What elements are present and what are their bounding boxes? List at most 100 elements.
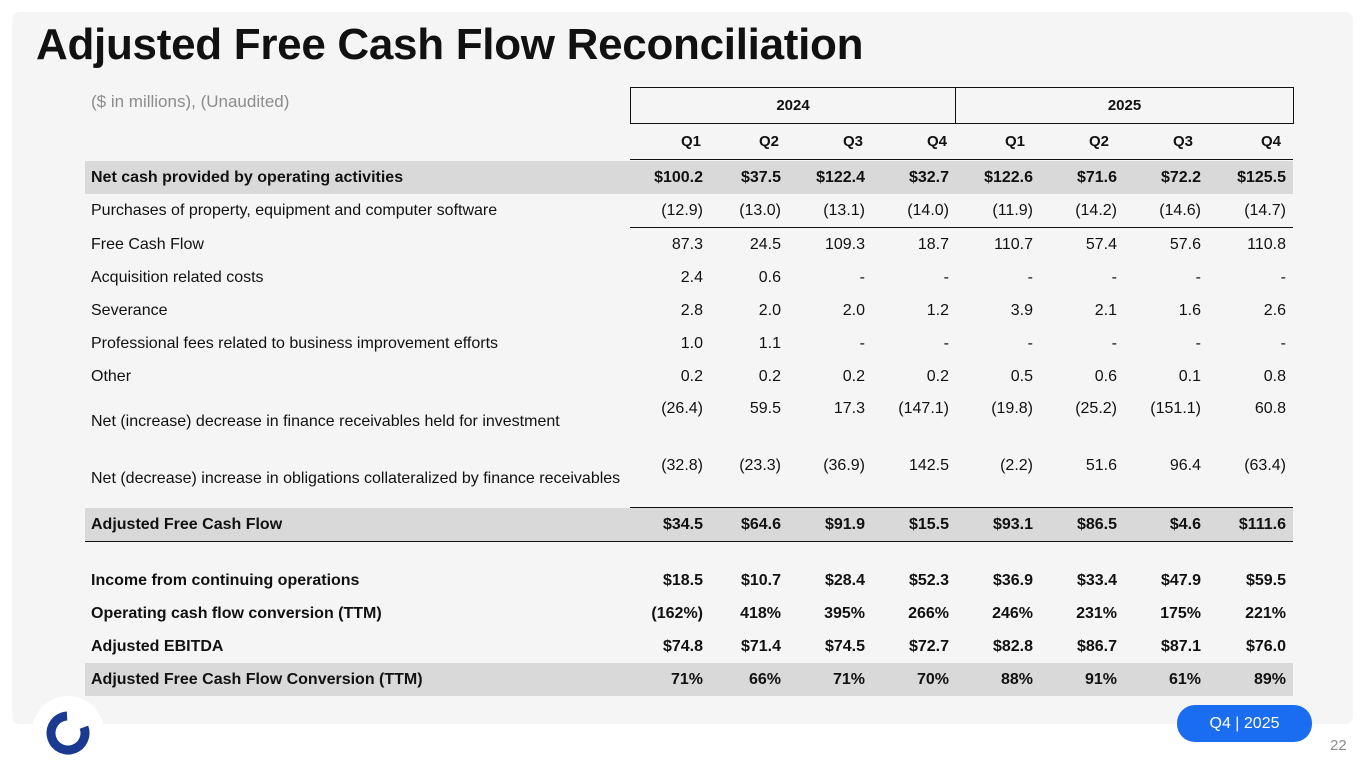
- row-value: (13.1): [788, 194, 872, 228]
- row-value: 3.9: [1010, 302, 1033, 319]
- row-label: Acquisition related costs: [91, 269, 264, 286]
- row-value: $71.4: [740, 638, 781, 655]
- row-value: 266%: [908, 605, 949, 622]
- row-value: 88%: [956, 663, 1040, 696]
- units-note: ($ in millions), (Unaudited): [91, 92, 290, 111]
- quarter-header: Q1: [680, 133, 701, 150]
- period-badge: Q4 | 2025: [1177, 705, 1312, 742]
- quarter-header: Q3: [1172, 133, 1193, 150]
- row-value: (14.2): [1040, 194, 1124, 228]
- row-label: Free Cash Flow: [91, 235, 204, 253]
- row-label: Purchases of property, equipment and com…: [91, 202, 498, 220]
- quarter-header: Q1: [1004, 133, 1025, 150]
- row-value: $86.5: [1040, 507, 1124, 542]
- row-value: (23.3): [710, 450, 788, 508]
- quarter-header: Q2: [1088, 133, 1109, 150]
- row-value: 59.5: [749, 400, 781, 417]
- row-value: 17.3: [833, 400, 865, 417]
- row-value: -: [859, 269, 865, 286]
- row-value: 18.7: [917, 236, 949, 253]
- row-value: $15.5: [872, 507, 956, 542]
- row-value: $87.1: [1160, 638, 1201, 655]
- row-value: (14.7): [1208, 194, 1293, 228]
- row-value: $72.2: [1124, 161, 1208, 194]
- row-value: 1.6: [1178, 302, 1201, 319]
- row-value: 91%: [1040, 663, 1124, 696]
- row-value: 1.0: [680, 335, 703, 352]
- table-row-adjusted-free-cash-flow: Adjusted Free Cash Flow $34.5 $64.6 $91.…: [85, 507, 1293, 542]
- table-row-free-cash-flow: Free Cash Flow 87.3 24.5 109.3 18.7 110.…: [85, 228, 1293, 262]
- row-value: (14.6): [1124, 194, 1208, 228]
- row-value: -: [1280, 335, 1286, 352]
- row-value: $122.6: [956, 161, 1040, 194]
- table-row-professional-fees: Professional fees related to business im…: [85, 327, 1293, 360]
- row-label: Operating cash flow conversion (TTM): [91, 605, 382, 622]
- table-row-net-cash-operating: Net cash provided by operating activitie…: [85, 161, 1293, 194]
- row-value: (32.8): [630, 450, 710, 508]
- row-label: Severance: [91, 302, 168, 319]
- row-value: $36.9: [992, 572, 1033, 589]
- row-value: 0.8: [1263, 368, 1286, 385]
- row-value: (36.9): [788, 450, 872, 508]
- row-value: (12.9): [630, 194, 710, 228]
- row-value: (11.9): [956, 194, 1040, 228]
- row-value: 89%: [1208, 663, 1293, 696]
- row-value: $37.5: [710, 161, 788, 194]
- row-value: 57.4: [1085, 236, 1117, 253]
- row-value: 0.1: [1178, 368, 1201, 385]
- row-value: $34.5: [630, 507, 710, 542]
- row-value: 2.8: [680, 302, 703, 319]
- row-value: 175%: [1160, 605, 1201, 622]
- quarter-header: Q4: [926, 133, 947, 150]
- row-value: $100.2: [630, 161, 710, 194]
- row-value: $4.6: [1124, 507, 1208, 542]
- row-value: 0.6: [1094, 368, 1117, 385]
- row-value: 418%: [740, 605, 781, 622]
- row-value: $18.5: [662, 572, 703, 589]
- row-value: 96.4: [1124, 450, 1208, 508]
- row-value: -: [1111, 335, 1117, 352]
- table-row-adjusted-ebitda: Adjusted EBITDA $74.8 $71.4 $74.5 $72.7 …: [85, 630, 1293, 663]
- quarter-header: Q3: [842, 133, 863, 150]
- row-value: 24.5: [749, 236, 781, 253]
- row-value: $52.3: [908, 572, 949, 589]
- row-value: 66%: [710, 663, 788, 696]
- row-value: 70%: [872, 663, 956, 696]
- row-value: (25.2): [1075, 400, 1117, 417]
- row-value: $91.9: [788, 507, 872, 542]
- row-value: 2.6: [1263, 302, 1286, 319]
- reconciliation-table: Net cash provided by operating activitie…: [85, 161, 1293, 696]
- table-row-income-continuing-ops: Income from continuing operations $18.5 …: [85, 564, 1293, 597]
- table-row-finance-receivables: Net (increase) decrease in finance recei…: [85, 393, 1293, 450]
- ring-logo-icon: [46, 711, 90, 755]
- row-value: $86.7: [1076, 638, 1117, 655]
- row-value: 0.2: [926, 368, 949, 385]
- row-value: (13.0): [710, 194, 788, 228]
- row-value: 60.8: [1254, 400, 1286, 417]
- row-value: (14.0): [872, 194, 956, 228]
- row-value: $74.8: [662, 638, 703, 655]
- row-value: $47.9: [1160, 572, 1201, 589]
- row-value: 2.1: [1094, 302, 1117, 319]
- row-value: $82.8: [992, 638, 1033, 655]
- table-row-severance: Severance 2.8 2.0 2.0 1.2 3.9 2.1 1.6 2.…: [85, 294, 1293, 327]
- year-header-2024: 2024: [630, 87, 956, 124]
- row-value: 0.2: [758, 368, 781, 385]
- slide-panel: [12, 12, 1353, 724]
- table-spacer-row: [85, 542, 1293, 565]
- quarter-header-row: Q1 Q2 Q3 Q4 Q1 Q2 Q3 Q4: [630, 125, 1293, 160]
- row-label: Professional fees related to business im…: [91, 335, 499, 352]
- quarter-header: Q2: [758, 133, 779, 150]
- row-value: 246%: [992, 605, 1033, 622]
- row-label: Other: [91, 368, 132, 385]
- row-label: Adjusted Free Cash Flow Conversion (TTM): [85, 663, 630, 696]
- row-value: -: [1111, 269, 1117, 286]
- row-value: $125.5: [1208, 161, 1293, 194]
- row-value: 0.5: [1010, 368, 1033, 385]
- row-value: (2.2): [956, 450, 1040, 508]
- row-value: $111.6: [1208, 507, 1293, 542]
- row-value: -: [1027, 269, 1033, 286]
- row-value: 61%: [1124, 663, 1208, 696]
- row-value: (19.8): [991, 400, 1033, 417]
- row-value: -: [859, 335, 865, 352]
